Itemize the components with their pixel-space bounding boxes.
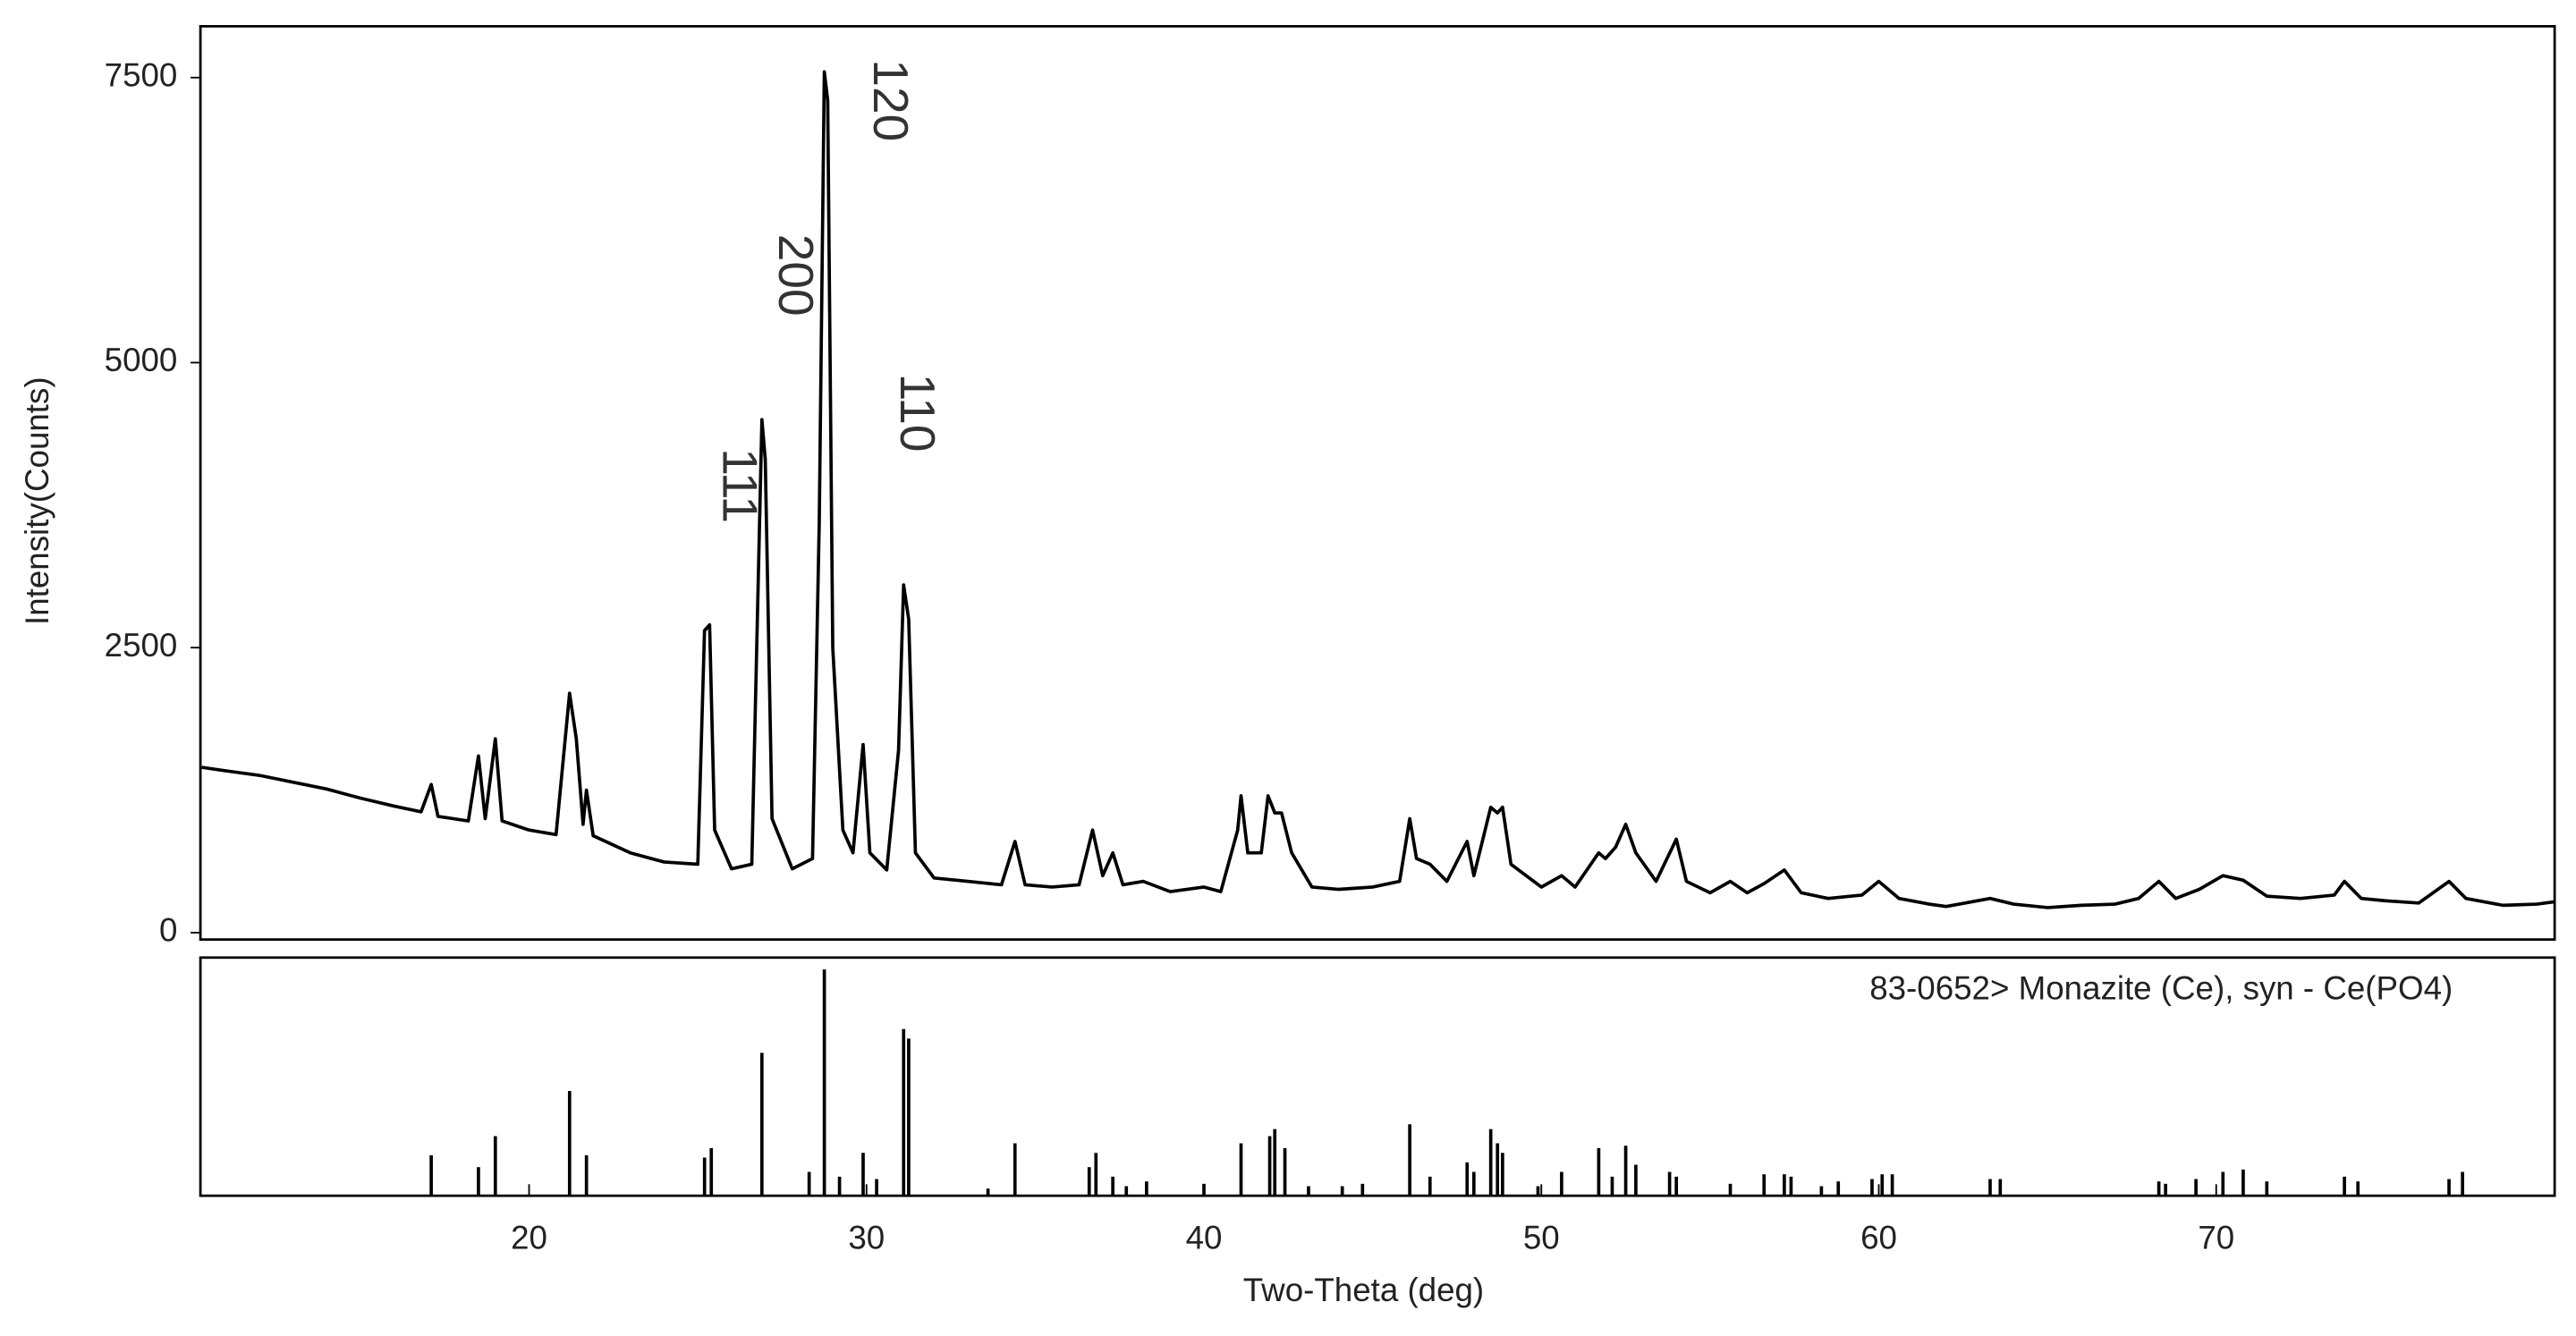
legend-label: 83-0652> Monazite (Ce), syn - Ce(PO4): [1869, 969, 2453, 1006]
x-tick-label: 30: [848, 1219, 885, 1256]
y-tick-label: 2500: [105, 627, 178, 664]
x-tick-label: 40: [1186, 1219, 1223, 1256]
peak-annotation: 111: [713, 448, 768, 523]
x-tick-label: 20: [511, 1219, 547, 1256]
y-tick-label: 7500: [105, 56, 178, 93]
peak-annotation: 120: [863, 59, 919, 141]
y-tick-label: 5000: [105, 342, 178, 378]
peak-annotation: 110: [890, 374, 945, 452]
plot-frame: [199, 25, 2556, 941]
data-line: [201, 70, 2555, 909]
x-axis-label: Two-Theta (deg): [1243, 1272, 1484, 1308]
y-axis-label: Intensity(Counts): [19, 376, 55, 625]
peak-annotation: 200: [768, 234, 824, 317]
x-tick-label: 60: [1860, 1219, 1897, 1256]
plot-frame: [199, 956, 2556, 1197]
x-tick-label: 50: [1523, 1219, 1560, 1256]
y-tick-label: 0: [159, 912, 177, 949]
x-tick-label: 70: [2198, 1219, 2234, 1256]
